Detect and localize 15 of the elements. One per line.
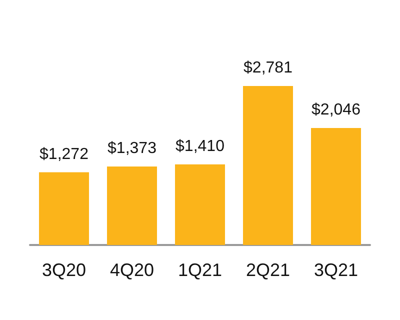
data-label: $1,410 — [176, 138, 225, 155]
bar — [39, 172, 89, 245]
bar — [107, 166, 157, 245]
data-label: $1,373 — [108, 140, 157, 157]
x-tick-label: 2Q21 — [246, 260, 290, 280]
data-label: $2,046 — [312, 102, 361, 119]
bar — [175, 164, 225, 245]
x-tick-label: 1Q21 — [178, 260, 222, 280]
bar — [311, 128, 361, 245]
data-label: $2,781 — [244, 60, 293, 76]
x-tick-label: 3Q20 — [42, 260, 86, 280]
bar — [243, 86, 293, 245]
data-label: $1,272 — [40, 146, 89, 163]
x-tick-label: 4Q20 — [110, 260, 154, 280]
x-tick-label: 3Q21 — [314, 260, 358, 280]
